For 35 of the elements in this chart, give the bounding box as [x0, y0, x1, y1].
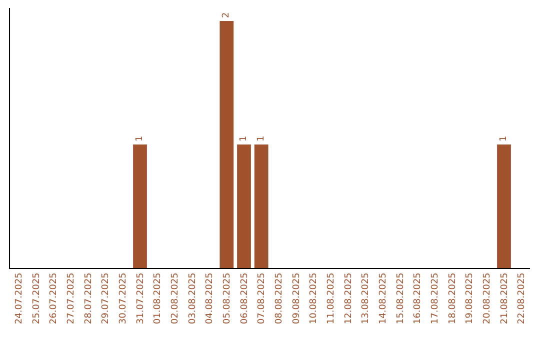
- x-tick-label: 01.08.2025: [153, 272, 164, 324]
- x-tick-label: 26.07.2025: [49, 272, 60, 324]
- x-tick-label: 19.08.2025: [465, 272, 476, 324]
- data-label: 1: [499, 136, 509, 142]
- x-tick-label: 11.08.2025: [326, 272, 337, 324]
- x-tick-label: 05.08.2025: [222, 272, 233, 324]
- x-tick-label: 21.08.2025: [500, 272, 510, 324]
- x-tick-label: 07.08.2025: [257, 272, 268, 324]
- x-tick-label: 09.08.2025: [292, 272, 302, 324]
- x-tick-label: 10.08.2025: [309, 272, 320, 324]
- x-tick-label: 20.08.2025: [482, 272, 493, 324]
- x-tick-label: 24.07.2025: [14, 272, 25, 324]
- x-tick-label: 02.08.2025: [170, 272, 181, 324]
- x-tick-label: 14.08.2025: [378, 272, 389, 324]
- x-tick-label: 04.08.2025: [205, 272, 216, 324]
- data-label: 1: [135, 136, 145, 142]
- x-tick-label: 06.08.2025: [240, 272, 250, 324]
- x-tick-label: 08.08.2025: [274, 272, 285, 324]
- x-tick-label: 12.08.2025: [344, 272, 354, 324]
- data-label: 2: [222, 12, 232, 18]
- x-tick-label: 13.08.2025: [361, 272, 372, 324]
- x-tick-label: 15.08.2025: [396, 272, 406, 324]
- x-tick-label: 25.07.2025: [32, 272, 42, 324]
- x-tick-label: 29.07.2025: [101, 272, 112, 324]
- x-tick-label: 28.07.2025: [84, 272, 94, 324]
- x-tick-label: 16.08.2025: [413, 272, 424, 324]
- x-tick-label: 17.08.2025: [430, 272, 441, 324]
- data-label: 1: [256, 136, 266, 142]
- x-tick-label: 03.08.2025: [188, 272, 198, 324]
- x-tick-label: 27.07.2025: [66, 272, 77, 324]
- x-tick-label: 18.08.2025: [448, 272, 458, 324]
- x-tick-label: 22.08.2025: [517, 272, 528, 324]
- x-tick-label: 31.07.2025: [136, 272, 146, 324]
- data-label: 1: [239, 136, 249, 142]
- x-tick-label: 30.07.2025: [118, 272, 129, 324]
